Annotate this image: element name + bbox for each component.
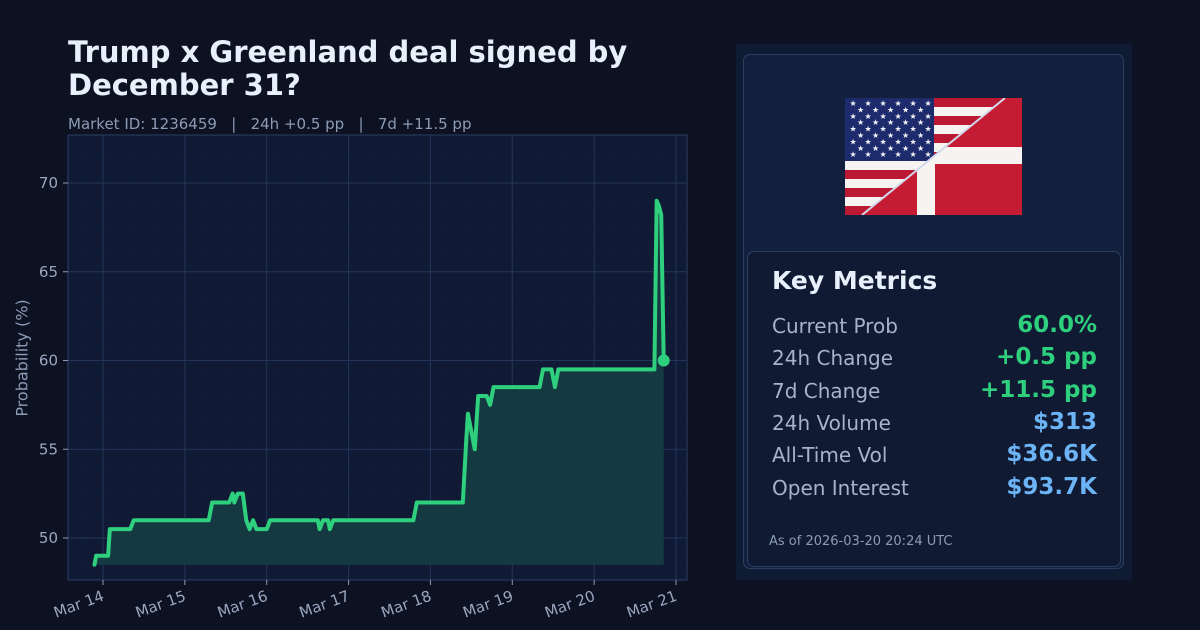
svg-text:★: ★ — [865, 99, 872, 108]
metric-row: 24h Change +0.5 pp — [772, 344, 1097, 376]
metric-value: $36.6K — [1006, 441, 1097, 468]
svg-text:★: ★ — [902, 131, 909, 140]
metric-value: $93.7K — [1006, 473, 1097, 500]
metric-label: 7d Change — [772, 378, 881, 403]
metric-value: +11.5 pp — [980, 376, 1097, 403]
svg-text:★: ★ — [910, 150, 917, 159]
svg-text:★: ★ — [895, 137, 902, 146]
svg-text:★: ★ — [872, 118, 879, 127]
current-value-marker — [657, 354, 670, 367]
svg-text:★: ★ — [895, 112, 902, 121]
svg-text:Mar 18: Mar 18 — [379, 587, 434, 622]
svg-text:★: ★ — [872, 144, 879, 153]
svg-text:★: ★ — [925, 99, 932, 108]
metric-value: 60.0% — [1017, 312, 1097, 338]
svg-text:★: ★ — [910, 125, 917, 134]
svg-text:★: ★ — [857, 105, 864, 114]
svg-text:★: ★ — [880, 99, 887, 108]
svg-text:★: ★ — [880, 112, 887, 121]
svg-text:Mar 17: Mar 17 — [297, 587, 352, 622]
probability-line — [92, 198, 666, 567]
page-title: Trump x Greenland deal signed by Decembe… — [68, 35, 628, 102]
svg-text:★: ★ — [857, 131, 864, 140]
svg-text:★: ★ — [887, 118, 894, 127]
svg-text:60: 60 — [39, 352, 58, 370]
svg-text:★: ★ — [865, 137, 872, 146]
y-axis-ticks: 50 55 60 65 70 — [39, 174, 68, 547]
svg-text:★: ★ — [872, 131, 879, 140]
svg-text:★: ★ — [880, 137, 887, 146]
us-denmark-flag-icon: ★ ★ ★ ★ ★ ★★ ★ ★ ★ ★★ ★ ★ ★ ★ ★★ ★ ★ ★ ★★ ★ ★ ★ ★ ★★ ★ ★ ★ ★★ ★ ★ ★ ★ ★★… — [845, 98, 1022, 215]
svg-text:★: ★ — [850, 125, 857, 134]
svg-text:★: ★ — [910, 112, 917, 121]
metric-label: Open Interest — [772, 475, 909, 500]
metric-row: Current Prob 60.0% — [772, 312, 1097, 344]
svg-text:50: 50 — [39, 529, 58, 547]
svg-text:★: ★ — [917, 131, 924, 140]
key-metrics-title: Key Metrics — [772, 266, 938, 295]
svg-text:★: ★ — [857, 118, 864, 127]
market-subtitle: Market ID: 1236459 | 24h +0.5 pp | 7d +1… — [68, 115, 472, 133]
svg-text:55: 55 — [39, 440, 58, 458]
svg-text:Mar 20: Mar 20 — [542, 587, 597, 622]
svg-text:★: ★ — [917, 118, 924, 127]
svg-text:★: ★ — [925, 150, 932, 159]
svg-text:★: ★ — [865, 150, 872, 159]
metric-label: 24h Volume — [772, 410, 891, 435]
svg-text:★: ★ — [865, 112, 872, 121]
svg-text:★: ★ — [917, 144, 924, 153]
svg-text:★: ★ — [925, 137, 932, 146]
svg-text:★: ★ — [902, 144, 909, 153]
metric-label: All-Time Vol — [772, 443, 888, 468]
svg-text:★: ★ — [872, 105, 879, 114]
svg-text:★: ★ — [850, 137, 857, 146]
metric-label: 24h Change — [772, 346, 894, 371]
as-of-timestamp: As of 2026-03-20 20:24 UTC — [769, 534, 953, 549]
svg-text:★: ★ — [895, 125, 902, 134]
svg-text:★: ★ — [880, 125, 887, 134]
svg-text:★: ★ — [850, 150, 857, 159]
svg-text:★: ★ — [880, 150, 887, 159]
svg-text:★: ★ — [887, 131, 894, 140]
svg-text:★: ★ — [925, 125, 932, 134]
svg-text:★: ★ — [910, 137, 917, 146]
svg-text:★: ★ — [917, 105, 924, 114]
metric-row: Open Interest $93.7K — [772, 473, 1097, 506]
metric-row: 7d Change +11.5 pp — [772, 376, 1097, 409]
svg-text:★: ★ — [857, 144, 864, 153]
metric-row: All-Time Vol $36.6K — [772, 441, 1097, 473]
svg-text:★: ★ — [910, 99, 917, 108]
svg-text:Mar 16: Mar 16 — [215, 587, 270, 622]
svg-text:★: ★ — [887, 105, 894, 114]
svg-text:★: ★ — [850, 112, 857, 121]
svg-text:Mar 19: Mar 19 — [460, 587, 515, 622]
svg-text:★: ★ — [895, 150, 902, 159]
svg-text:★: ★ — [895, 99, 902, 108]
svg-text:★: ★ — [850, 99, 857, 108]
svg-text:70: 70 — [39, 174, 58, 192]
svg-text:Mar 14: Mar 14 — [51, 587, 106, 622]
svg-text:Mar 21: Mar 21 — [624, 587, 679, 622]
svg-text:★: ★ — [887, 144, 894, 153]
svg-text:★: ★ — [925, 112, 932, 121]
probability-area-fill — [94, 200, 664, 565]
key-metrics-box: Key Metrics Current Prob 60.0% 24h Change +… — [747, 251, 1121, 567]
metric-row: 24h Volume $313 — [772, 408, 1097, 441]
metric-label: Current Prob — [772, 314, 898, 338]
metric-value: $313 — [1032, 408, 1097, 435]
svg-text:Mar 15: Mar 15 — [133, 587, 188, 622]
svg-text:★: ★ — [902, 105, 909, 114]
metric-value: +0.5 pp — [996, 344, 1097, 371]
svg-text:★: ★ — [902, 118, 909, 127]
x-axis-ticks: Mar 14 Mar 15 Mar 16 Mar 17 Mar 18 Mar 19 Mar … — [51, 580, 679, 622]
svg-text:65: 65 — [39, 263, 58, 281]
svg-text:★: ★ — [865, 125, 872, 134]
